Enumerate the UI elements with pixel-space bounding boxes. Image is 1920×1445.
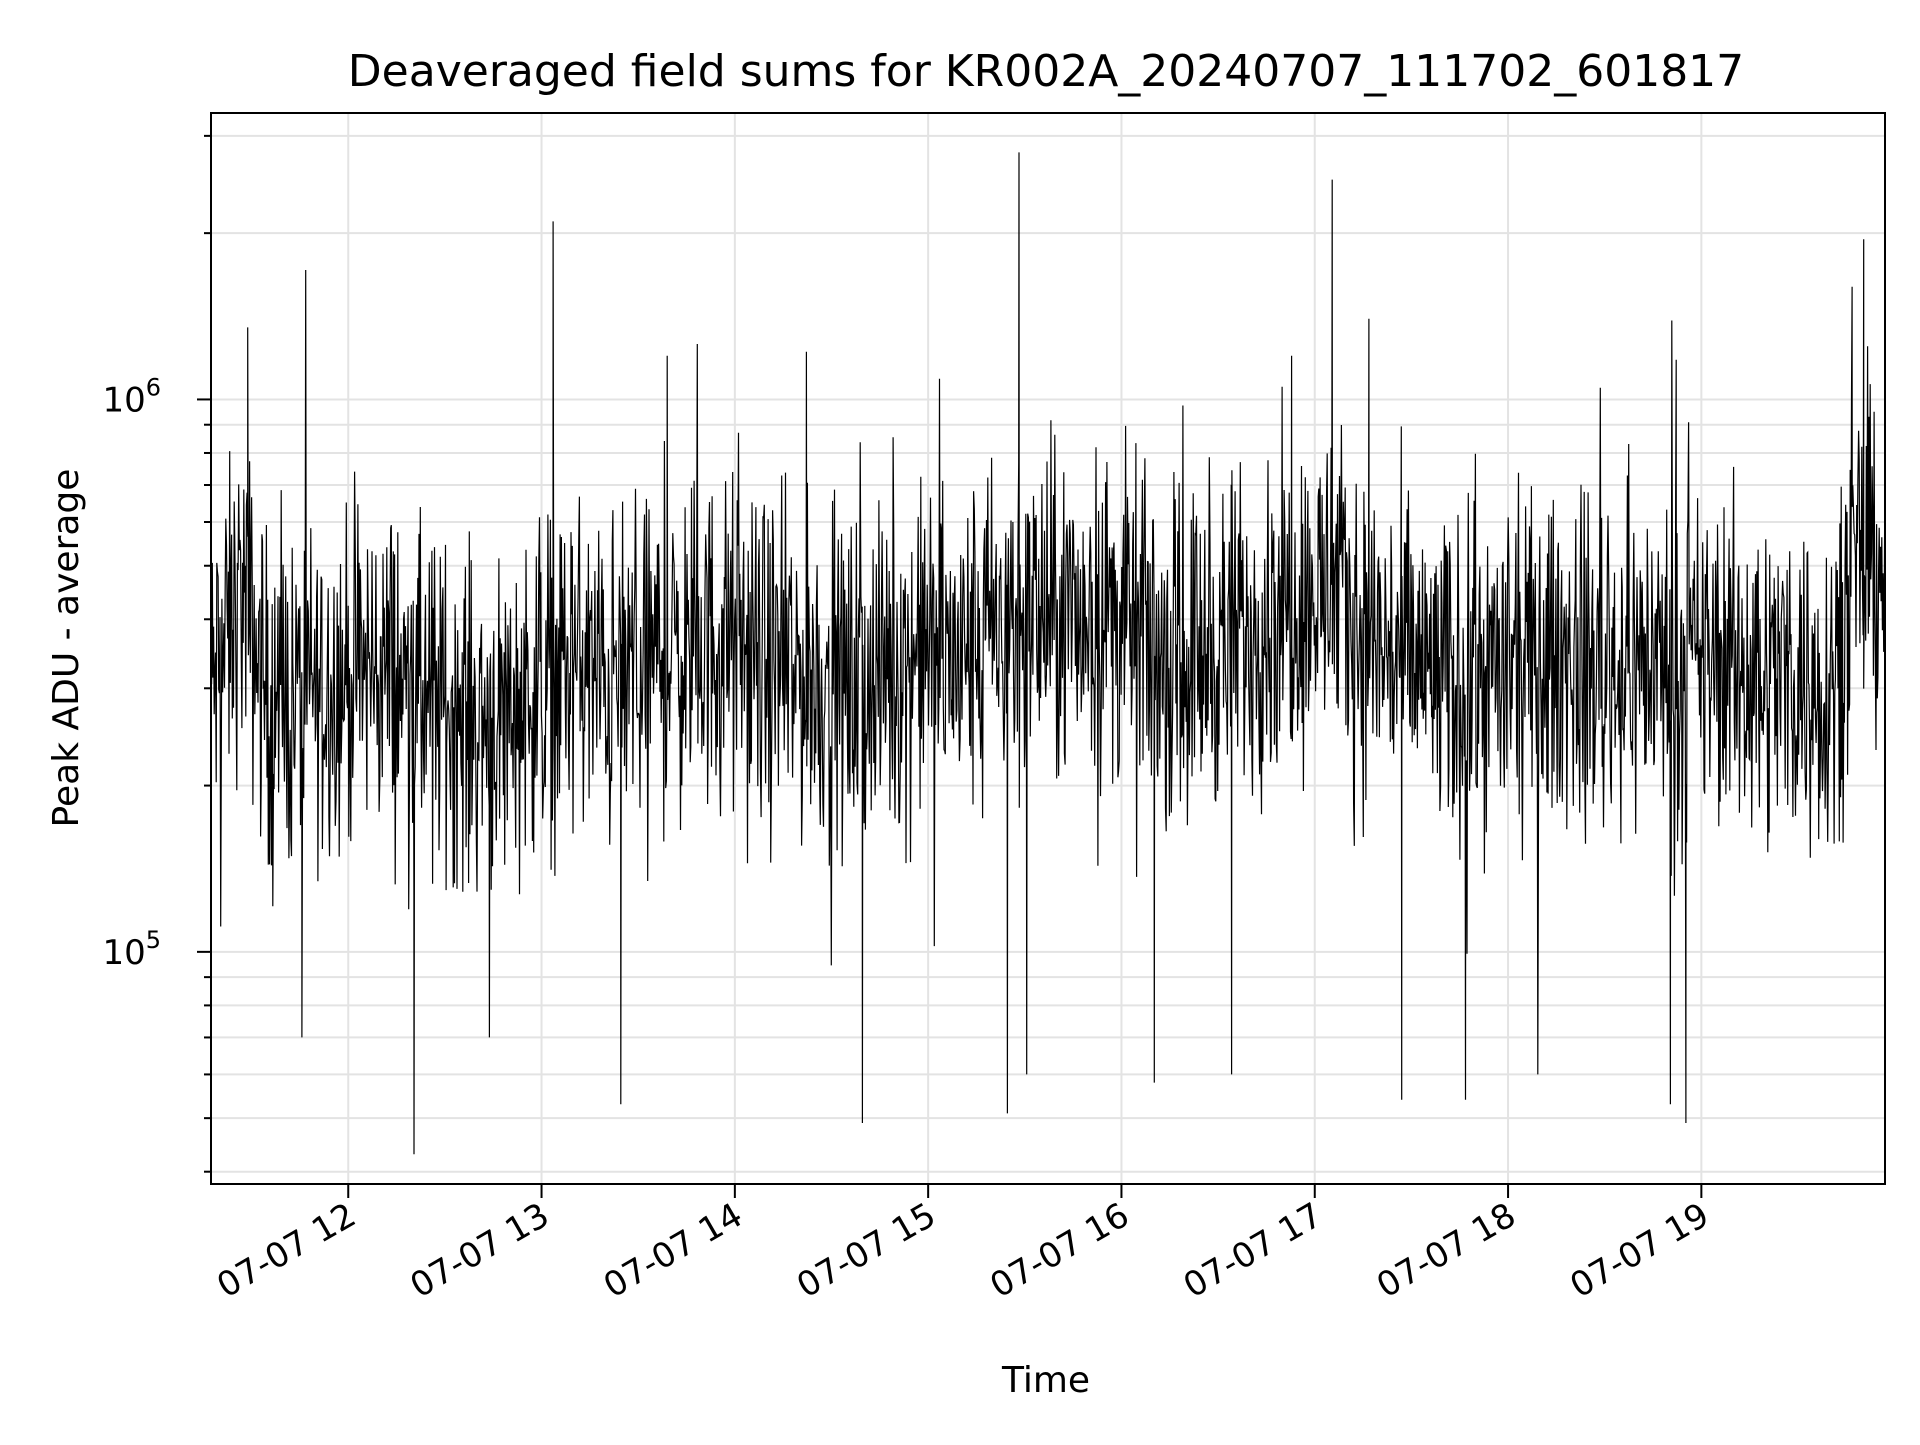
x-tick-label: 07-07 14 (597, 1195, 749, 1306)
chart-title: Deaveraged field sums for KR002A_2024070… (348, 46, 1744, 97)
y-axis-label: Peak ADU - average (46, 469, 87, 828)
data-series-line (210, 152, 1886, 1155)
plot-frame (210, 112, 1886, 1185)
x-axis: 07-07 12 07-07 13 07-07 14 07-07 15 07-07 16… (210, 1184, 1716, 1306)
x-tick-label: 07-07 17 (1177, 1195, 1329, 1306)
x-tick-label: 07-07 16 (984, 1195, 1136, 1306)
y-tick-label: 106 (102, 373, 161, 420)
x-tick-label: 07-07 18 (1370, 1195, 1522, 1306)
x-tick-label: 07-07 13 (404, 1195, 556, 1306)
x-axis-label: Time (1001, 1360, 1090, 1401)
x-tick-label: 07-07 15 (790, 1195, 942, 1306)
y-axis: 105 106 (102, 134, 211, 1173)
x-tick-label: 07-07 19 (1563, 1195, 1715, 1306)
plot-area (210, 152, 1886, 1155)
x-tick-label: 07-07 12 (210, 1195, 362, 1306)
y-tick-label: 105 (102, 926, 161, 973)
